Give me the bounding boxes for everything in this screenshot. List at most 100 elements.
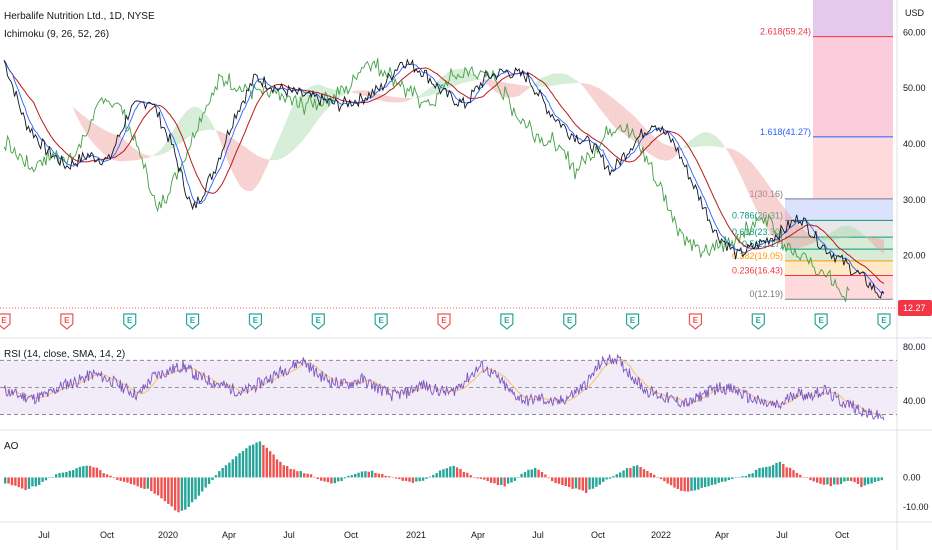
ao-bar <box>61 472 65 478</box>
earnings-badge-letter: E <box>504 316 510 325</box>
ao-bar <box>700 477 703 488</box>
cloud-segment <box>555 73 558 86</box>
ao-bar <box>428 476 432 478</box>
ao-bar <box>771 464 775 478</box>
ao-bar <box>765 466 768 478</box>
ao-bar <box>167 477 170 504</box>
cloud-segment <box>384 95 387 102</box>
price-pane[interactable]: 2.618(59.24) 1.618(41.27) 1(30.16) 0.786(26… <box>0 0 897 337</box>
cloud-segment <box>215 129 218 133</box>
cloud-segment <box>529 86 532 88</box>
price-axis-tick: 40.00 <box>903 139 926 149</box>
cloud-segment <box>664 143 666 161</box>
ao-bar <box>751 473 754 478</box>
cloud-segment <box>770 187 773 237</box>
cloud-segment <box>79 112 81 125</box>
cloud-segment <box>653 136 656 158</box>
earnings-badge <box>248 313 263 330</box>
cloud-segment <box>93 122 95 146</box>
cloud-segment <box>524 85 527 93</box>
ao-bar <box>500 477 503 485</box>
rsi-label: RSI (14, close, SMA, 14, 2) <box>4 349 125 360</box>
cloud-segment <box>246 148 249 191</box>
price-axis[interactable]: 60.0050.0040.0030.0020.0010.0080.0040.00… <box>903 27 929 512</box>
cloud-segment <box>217 130 219 138</box>
ao-bar <box>432 474 435 478</box>
rsi-ma-line <box>3 358 885 417</box>
ao-bar <box>133 477 136 485</box>
ao-bar <box>517 477 520 478</box>
cloud-segment <box>859 230 862 237</box>
fib-level-label: 2.618(59.24) <box>760 27 811 37</box>
ao-bar <box>479 477 483 479</box>
cloud-segment <box>704 132 706 147</box>
cloud-segment <box>798 224 801 248</box>
ao-bar <box>180 477 184 511</box>
ao-bar <box>673 477 676 488</box>
ao-bar <box>802 477 805 478</box>
cloud-segment <box>700 132 703 147</box>
cloud-segment <box>154 153 156 156</box>
ao-bar <box>686 477 690 492</box>
fib-zone-band <box>813 136 893 199</box>
cloud-segment <box>112 133 114 161</box>
cloud-segment <box>833 230 836 240</box>
ao-bar <box>727 477 731 480</box>
ao-bar <box>163 477 167 502</box>
cloud-segment <box>761 175 764 223</box>
cloud-segment <box>794 221 797 249</box>
cloud-segment <box>290 107 293 153</box>
cloud-segment <box>161 147 163 155</box>
cloud-segment <box>136 150 139 161</box>
cloud-segment <box>548 74 551 87</box>
cloud-segment <box>86 117 88 137</box>
ao-bar <box>805 477 809 478</box>
ao-bar <box>286 466 289 478</box>
ao-bar <box>360 471 364 478</box>
ao-bar <box>197 477 201 496</box>
ao-bar <box>622 470 625 478</box>
cloud-segment <box>213 126 216 131</box>
cloud-segment <box>108 131 111 159</box>
cloud-segment <box>838 227 841 239</box>
cloud-segment <box>557 73 560 85</box>
cloud-segment <box>464 69 467 83</box>
ao-bar <box>581 477 584 491</box>
rsi-pane[interactable] <box>0 354 897 421</box>
ao-bar <box>642 469 646 478</box>
cloud-segment <box>782 205 785 247</box>
cloud-segment <box>73 107 76 115</box>
cloud-segment <box>222 132 224 152</box>
cloud-segment <box>592 85 595 101</box>
ao-bar <box>445 468 449 478</box>
cloud-segment <box>211 123 214 131</box>
cloud-segment <box>864 235 867 238</box>
ao-bar <box>452 465 455 478</box>
cloud-segment <box>711 133 713 147</box>
ao-bar <box>639 467 642 478</box>
cloud-segment <box>107 131 109 158</box>
ao-bar <box>235 456 238 478</box>
ao-bar <box>303 473 306 478</box>
ao-pane[interactable] <box>4 441 883 513</box>
cloud-segment <box>863 234 865 237</box>
cloud-segment <box>204 113 207 131</box>
ao-bar <box>656 477 659 478</box>
cloud-segment <box>491 80 493 90</box>
cloud-segment <box>842 226 844 239</box>
cloud-segment <box>402 97 404 103</box>
cloud-segment <box>564 73 567 84</box>
cloud-segment <box>623 106 626 135</box>
cloud-segment <box>471 73 474 81</box>
cloud-segment <box>241 144 244 189</box>
earnings-badge-letter: E <box>881 316 887 325</box>
time-axis[interactable]: Jul Oct 2020 Apr Jul Oct 2021 Apr Jul Oct 2022 Apr J… <box>38 530 849 540</box>
cloud-segment <box>148 155 151 158</box>
cloud-segment <box>515 84 518 97</box>
cloud-segment <box>428 87 431 97</box>
cloud-segment <box>690 139 692 148</box>
ao-bar <box>761 467 765 478</box>
earnings-badge-letter: E <box>441 316 447 325</box>
ao-bar <box>272 454 275 478</box>
ao-bar <box>520 473 523 478</box>
